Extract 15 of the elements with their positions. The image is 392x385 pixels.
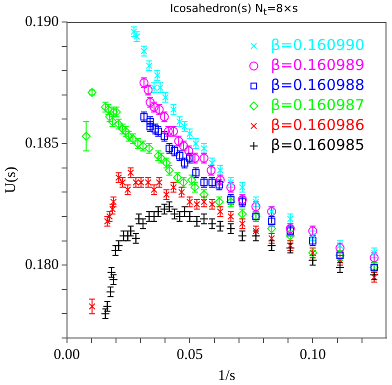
y-tick-label: 0.190 — [25, 14, 59, 30]
legend-label: β=0.160990 — [270, 36, 365, 54]
x-axis-title: 1/s — [218, 368, 236, 384]
legend-label: β=0.160989 — [270, 56, 365, 74]
x-tick-label: 0.10 — [300, 346, 326, 363]
x-tick-label: 0.05 — [176, 346, 203, 363]
legend-label: β=0.160986 — [270, 116, 365, 134]
legend-label: β=0.160988 — [270, 76, 365, 94]
chart-title: Icosahedron(s) N$_{t}$=8×s — [168, 2, 299, 18]
y-axis-title: U(s) — [2, 166, 19, 194]
legend-label: β=0.160987 — [270, 96, 365, 114]
legend-label: β=0.160985 — [270, 136, 365, 154]
y-tick-label: 0.180 — [25, 257, 59, 274]
x-tick-label: 0.00 — [54, 346, 80, 363]
y-tick-label: 0.185 — [25, 135, 59, 152]
